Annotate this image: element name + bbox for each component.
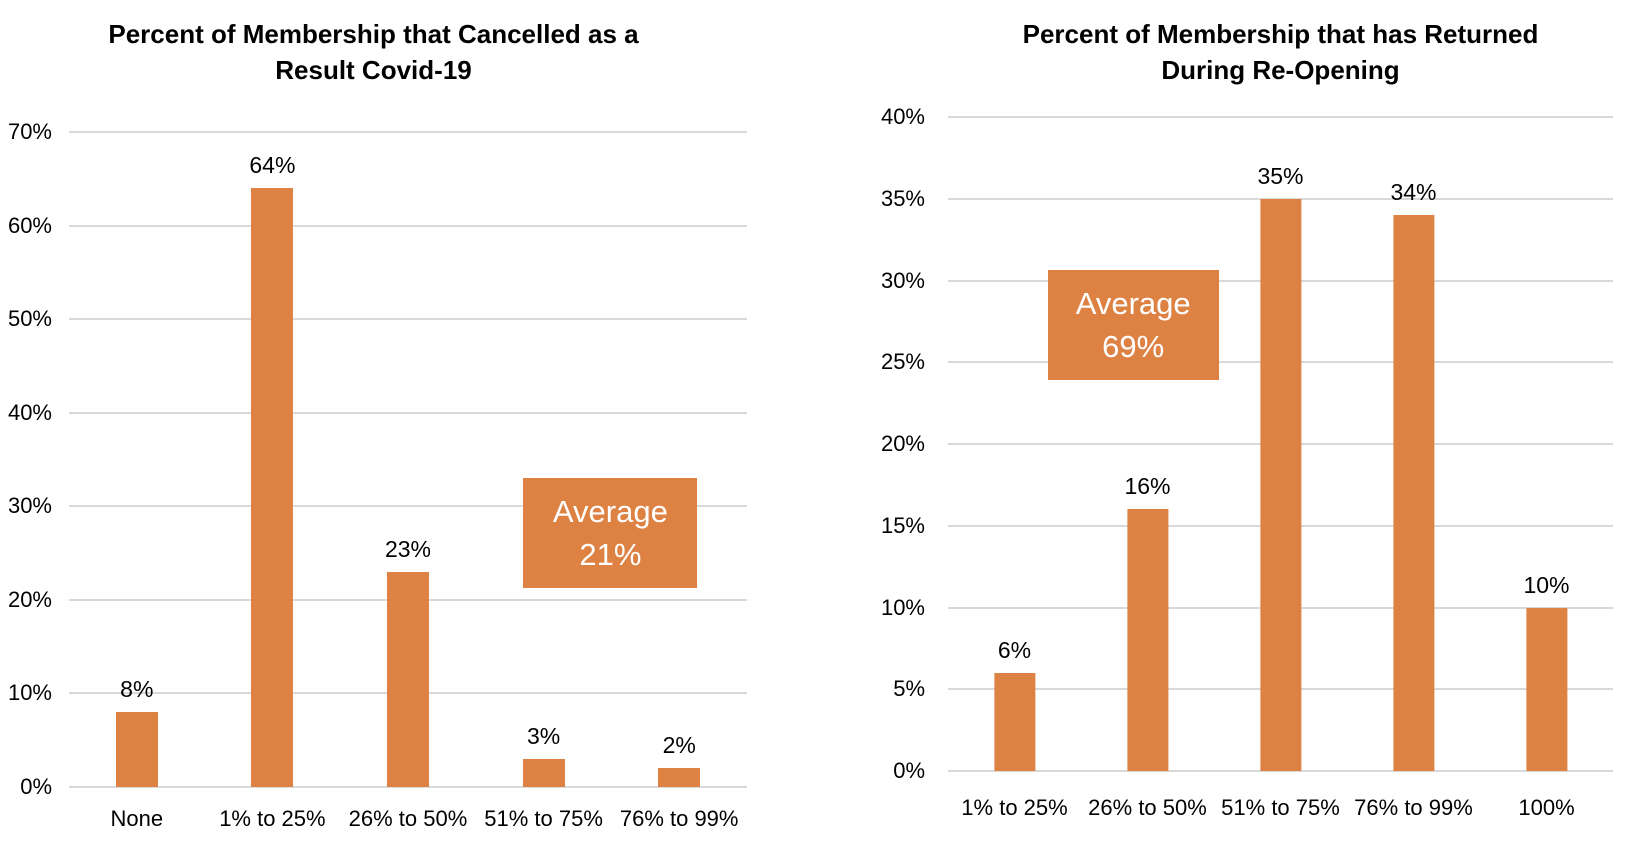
x-tick-label: 1% to 25% — [961, 795, 1068, 820]
average-value: 21% — [579, 536, 642, 572]
chart-title-line-2: During Re-Opening — [1161, 55, 1400, 85]
bar-value-label: 8% — [120, 676, 154, 703]
gridline — [948, 770, 1613, 772]
chart-returned-reopening: Percent of Membership that has Returned … — [860, 0, 1626, 864]
x-tick-label: 76% to 99% — [1354, 795, 1473, 820]
y-tick-label: 5% — [893, 676, 925, 702]
gridline — [69, 131, 747, 133]
y-tick-label: 10% — [880, 594, 925, 620]
y-tick-label: 20% — [880, 431, 925, 456]
y-tick-label: 0% — [20, 774, 52, 799]
bar — [386, 571, 429, 787]
y-tick-label: 25% — [880, 349, 925, 375]
bar — [1525, 607, 1568, 771]
chart-title: Percent of Membership that Cancelled as … — [0, 16, 747, 88]
bar-value-label: 6% — [997, 636, 1032, 663]
y-tick-label: 70% — [7, 119, 52, 144]
bar-column: 23% — [340, 132, 476, 787]
bar-value-label: 2% — [662, 732, 696, 759]
y-axis: 40% 35% 30% 25% 20% 15% 10% 5% 0% — [860, 104, 925, 783]
bar-value-label: 23% — [384, 535, 432, 562]
y-tick-label: 0% — [893, 758, 925, 783]
y-tick-label: 40% — [880, 104, 925, 129]
x-tick-label: 51% to 75% — [484, 806, 603, 831]
x-tick-label: 26% to 50% — [1088, 795, 1207, 820]
gridline — [69, 224, 747, 227]
gridline — [69, 318, 747, 321]
bar-column: 10% — [1480, 117, 1613, 771]
chart-title-line-1: Percent of Membership that Cancelled as … — [108, 19, 639, 49]
average-value: 69% — [1102, 328, 1165, 364]
y-axis: 70% 60% 50% 40% 30% 20% 10% 0% — [0, 119, 52, 799]
gridline — [69, 505, 747, 508]
chart-title-line-1: Percent of Membership that has Returned — [1022, 19, 1539, 49]
y-tick-label: 10% — [7, 680, 52, 706]
bar — [658, 768, 701, 787]
x-axis: 1% to 25% 26% to 50% 51% to 75% 76% to 99% 1… — [948, 795, 1613, 821]
chart-title: Percent of Membership that has Returned … — [948, 16, 1613, 88]
gridline — [948, 116, 1613, 118]
bar-column: 34% — [1347, 117, 1480, 771]
bar — [993, 672, 1036, 771]
x-axis: None 1% to 25% 26% to 50% 51% to 75% 76% to … — [69, 806, 747, 832]
y-tick-label: 30% — [880, 267, 925, 293]
bar-value-label: 34% — [1390, 179, 1437, 206]
y-tick-label: 15% — [880, 512, 925, 538]
y-tick-label: 20% — [7, 586, 52, 612]
plot-area: Average 21% 8% 64% 23% 3% 2% — [69, 131, 747, 788]
bar-column: 3% — [476, 132, 612, 787]
gridline — [69, 411, 747, 414]
x-tick-label: 100% — [1518, 795, 1575, 820]
bar — [1392, 215, 1435, 771]
bar-value-label: 64% — [249, 152, 296, 179]
bar-column: 16% — [1081, 117, 1214, 771]
y-tick-label: 60% — [7, 212, 52, 238]
y-tick-label: 35% — [880, 185, 925, 211]
x-tick-label: None — [110, 806, 164, 831]
bar-value-label: 10% — [1523, 571, 1570, 598]
bar — [522, 758, 565, 787]
bar-column: 64% — [205, 132, 341, 787]
bar-column: 8% — [69, 132, 205, 787]
x-tick-label: 26% to 50% — [348, 806, 468, 831]
bar — [1126, 509, 1169, 771]
average-annotation: Average 69% — [1047, 270, 1219, 380]
plot-area: Average 69% 6% 16% 35% 34% 10% — [948, 116, 1613, 772]
average-annotation: Average 21% — [523, 477, 698, 588]
y-tick-label: 40% — [7, 399, 52, 425]
bar-value-label: 35% — [1257, 162, 1304, 189]
bar-value-label: 16% — [1124, 473, 1171, 500]
x-tick-label: 1% to 25% — [219, 806, 326, 831]
y-tick-label: 50% — [7, 306, 52, 332]
chart-title-line-2: Result Covid-19 — [275, 55, 472, 85]
bar-column: 2% — [611, 132, 747, 787]
average-label: Average — [1075, 285, 1191, 321]
average-label: Average — [552, 493, 668, 529]
x-tick-label: 76% to 99% — [619, 806, 739, 831]
bar — [1259, 198, 1302, 771]
bar — [115, 712, 158, 787]
y-tick-label: 30% — [7, 493, 52, 519]
chart-cancelled-covid: Percent of Membership that Cancelled as … — [0, 0, 760, 864]
bar — [251, 188, 294, 787]
gridline — [69, 786, 747, 788]
bar-column: 35% — [1214, 117, 1347, 771]
bar-column: 6% — [948, 117, 1081, 771]
bar-value-label: 3% — [526, 722, 561, 749]
x-tick-label: 51% to 75% — [1221, 795, 1340, 820]
